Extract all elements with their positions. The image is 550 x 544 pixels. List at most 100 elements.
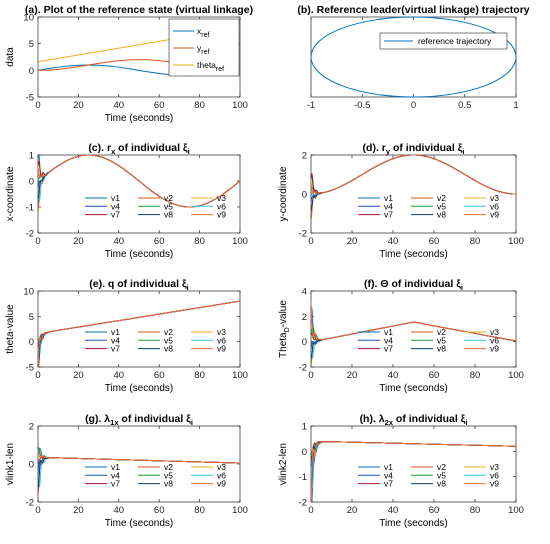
x-tick-label: -1	[307, 100, 315, 111]
legend-label: v8	[164, 210, 173, 220]
y-tick-label: -5	[26, 93, 34, 104]
legend-label: v4	[384, 470, 393, 480]
legend-label: v4	[111, 470, 120, 480]
x-tick-label: 20	[73, 236, 84, 247]
x-tick-label: 80	[470, 370, 481, 381]
x-tick-label: 20	[73, 370, 84, 381]
series-line	[310, 16, 517, 98]
legend-label: v9	[217, 210, 226, 220]
legend-label: v6	[217, 335, 226, 345]
x-tick-label: 80	[194, 100, 205, 111]
x-tick-label: 0	[35, 505, 40, 516]
legend-label: v6	[490, 335, 499, 345]
x-tick-label: 100	[508, 236, 524, 247]
x-tick-label: 0	[308, 236, 313, 247]
legend-label: v4	[384, 201, 393, 211]
x-tick-label: 100	[232, 236, 248, 247]
y-tick-label: 10	[23, 287, 34, 298]
chart-title: (a). Plot of the reference state (virtua…	[25, 4, 253, 16]
legend: xref yref thetaref	[168, 18, 240, 77]
legend-label: v5	[437, 470, 446, 480]
legend-label: v2	[164, 327, 173, 337]
x-tick-label: 0	[35, 236, 40, 247]
y-tick-label: 10	[23, 13, 34, 24]
y-tick-label: -1	[299, 472, 307, 483]
plot-area	[310, 16, 517, 98]
y-tick-label: -2	[299, 498, 307, 509]
legend-label: v8	[437, 210, 446, 220]
x-tick-label: 100	[232, 370, 248, 381]
x-tick-label: 40	[388, 505, 399, 516]
chart-title: (d). ry of individual ξi	[363, 142, 465, 156]
legend-label: yref	[197, 43, 209, 56]
legend-box	[379, 32, 508, 50]
y-tick-label: 2	[302, 312, 307, 323]
y-tick-label: -2	[26, 498, 34, 509]
x-tick-label: 100	[232, 505, 248, 516]
x-tick-label: 80	[194, 505, 205, 516]
y-tick-label: 0	[302, 337, 307, 348]
y-tick-label: 0	[29, 177, 34, 188]
legend-label: v2	[437, 327, 446, 337]
x-tick-label: 0.5	[458, 100, 471, 111]
agent-line	[38, 449, 240, 464]
legend-label: v7	[384, 479, 393, 489]
legend-label: v6	[490, 470, 499, 480]
y-tick-label: 5	[29, 39, 34, 50]
legend-label: v6	[217, 201, 226, 211]
x-tick-label: 100	[508, 370, 524, 381]
y-tick-label: 1	[29, 151, 34, 162]
legend-label: v8	[164, 479, 173, 489]
plot-area	[310, 290, 517, 368]
x-tick-label: 1	[513, 100, 518, 111]
x-tick-label: 40	[388, 370, 399, 381]
y-axis-label: ThetaD-value	[278, 300, 291, 358]
y-tick-label: 1	[302, 422, 307, 433]
x-tick-label: 20	[73, 505, 84, 516]
agent-line	[311, 302, 516, 342]
legend-label: reference trajectory	[418, 36, 492, 46]
y-axis-label: vlink1-len	[5, 443, 16, 485]
x-tick-label: 60	[429, 505, 440, 516]
legend-label: v5	[437, 201, 446, 211]
legend-label: v9	[217, 479, 226, 489]
series-group	[38, 446, 240, 496]
agent-line	[311, 155, 516, 195]
legend-label: v1	[111, 462, 120, 472]
x-tick-label: 100	[508, 505, 524, 516]
y-axis-label: vlink2-len	[278, 443, 289, 485]
x-tick-label: 0	[308, 370, 313, 381]
x-tick-label: 80	[194, 236, 205, 247]
plot-area	[37, 425, 241, 503]
legend-label: v6	[217, 470, 226, 480]
legend-label: v3	[217, 193, 226, 203]
series-group	[38, 300, 240, 367]
x-tick-label: -0.5	[354, 100, 370, 111]
plot-area	[37, 154, 241, 234]
y-tick-label: -5	[26, 363, 34, 374]
legend: v1 v2 v3 v4 v5 v6 v7 v8 v9	[85, 193, 226, 220]
series-group	[311, 441, 516, 502]
x-tick-label: 80	[470, 505, 481, 516]
x-tick-label: 0	[35, 100, 40, 111]
y-axis-label: theta-value	[5, 304, 16, 354]
y-tick-label: -2	[299, 229, 307, 240]
legend-label: v4	[111, 201, 120, 211]
legend-label: v3	[490, 193, 499, 203]
legend-label: v9	[217, 344, 226, 354]
legend-label: v3	[490, 462, 499, 472]
agent-line	[38, 300, 240, 367]
x-axis-label: Time (seconds)	[105, 249, 174, 260]
series-group	[311, 155, 516, 221]
y-tick-label: 0	[29, 66, 34, 77]
legend-label: thetaref	[197, 60, 224, 73]
y-axis-label: y-coordinate	[278, 166, 289, 221]
legend-label: v5	[437, 335, 446, 345]
legend-label: v9	[490, 210, 499, 220]
y-tick-label: 0	[302, 447, 307, 458]
legend-label: v3	[217, 327, 226, 337]
y-tick-label: -1	[26, 203, 34, 214]
legend-label: v1	[384, 327, 393, 337]
